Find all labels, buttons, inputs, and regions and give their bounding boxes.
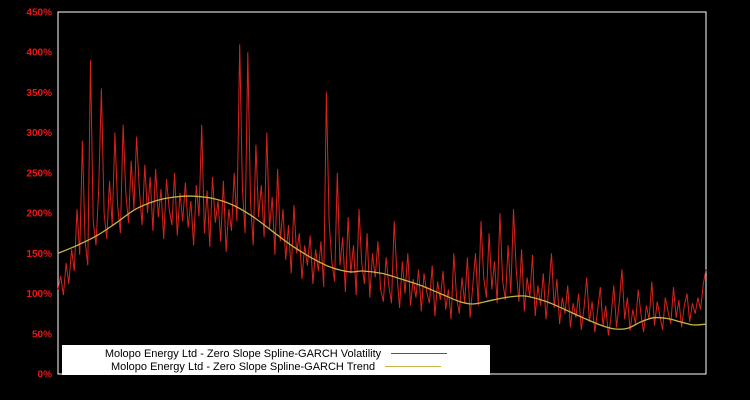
legend-label-volatility: Molopo Energy Ltd - Zero Slope Spline-GA… (104, 347, 382, 360)
legend-item-trend: Molopo Energy Ltd - Zero Slope Spline-GA… (62, 360, 490, 373)
y-tick-label: 200% (26, 209, 52, 220)
y-tick-label: 0% (38, 370, 53, 381)
y-tick-label: 350% (26, 88, 52, 99)
y-tick-label: 450% (26, 8, 52, 19)
volatility-line-sample-icon (391, 353, 448, 354)
volatility-series (57, 44, 707, 336)
y-tick-label: 250% (26, 168, 52, 179)
plot-frame (57, 11, 707, 375)
trend-line-sample-icon (385, 366, 442, 367)
legend-item-volatility: Molopo Energy Ltd - Zero Slope Spline-GA… (62, 347, 490, 360)
trend-series (57, 195, 707, 330)
y-tick-label: 100% (26, 289, 52, 300)
y-tick-label: 150% (26, 249, 52, 260)
y-tick-label: 50% (32, 329, 52, 340)
legend-label-trend: Molopo Energy Ltd - Zero Slope Spline-GA… (110, 360, 376, 373)
legend: Molopo Energy Ltd - Zero Slope Spline-GA… (62, 345, 490, 375)
y-axis-labels: 450% 400% 350% 300% 250% 200% 150% 100% 50% 0% (26, 8, 52, 381)
y-tick-label: 300% (26, 128, 52, 139)
y-tick-label: 400% (26, 48, 52, 59)
